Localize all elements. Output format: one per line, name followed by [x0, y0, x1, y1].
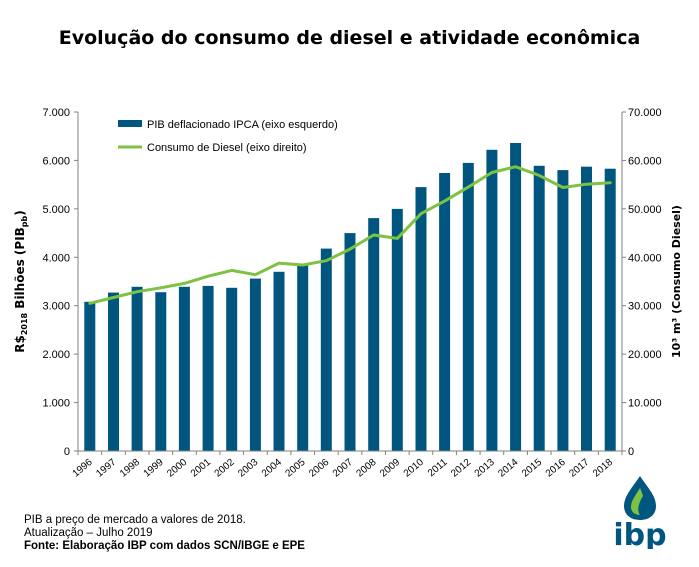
bar-2013 — [486, 149, 498, 452]
x-tick-label: 2011 — [426, 457, 450, 480]
bar-2012 — [462, 162, 474, 451]
right-tick-label: 10.000 — [628, 398, 662, 410]
left-tick-label: 3.000 — [42, 301, 70, 313]
line-series — [88, 165, 612, 305]
legend-swatch-pib — [118, 120, 142, 127]
footnote-price-basis: PIB a preço de mercado a valores de 2018… — [24, 514, 246, 526]
right-tick-label: 50.000 — [628, 204, 662, 216]
footnote-source: Fonte: Elaboração IBP com dados SCN/IBGE… — [24, 540, 305, 552]
bar-1998 — [131, 286, 143, 451]
right-tick-label: 0 — [628, 446, 634, 458]
x-tick-label: 2008 — [354, 457, 378, 480]
bar-2014 — [510, 143, 522, 451]
left-tick-label: 6.000 — [42, 155, 70, 167]
x-tick-label: 2010 — [402, 457, 426, 480]
bar-2018 — [604, 168, 616, 451]
x-tick-label: 1997 — [94, 457, 118, 480]
right-tick-label: 20.000 — [628, 349, 662, 361]
x-tick-label: 2001 — [189, 457, 213, 480]
left-tick-label: 2.000 — [42, 349, 70, 361]
diesel-line — [88, 165, 612, 305]
left-tick-label: 4.000 — [42, 252, 70, 264]
bar-2007 — [344, 233, 356, 451]
x-tick-label: 2014 — [496, 457, 520, 480]
bar-2008 — [368, 218, 380, 451]
right-tick-label: 70.000 — [628, 107, 662, 119]
bar-2005 — [297, 265, 309, 451]
x-tick-label: 2000 — [165, 457, 189, 480]
right-axis-title: 10³ m³ (Consumo Diesel) — [670, 205, 683, 358]
x-tick-label: 2016 — [544, 457, 568, 480]
left-tick-label: 7.000 — [42, 107, 70, 119]
bar-2004 — [273, 271, 285, 451]
footnote-update-date: Atualização – Julho 2019 — [24, 527, 153, 539]
legend-label-diesel: Consumo de Diesel (eixo direito) — [147, 142, 307, 154]
bar-2003 — [249, 278, 261, 451]
x-tick-label: 2007 — [331, 457, 355, 480]
right-tick-label: 40.000 — [628, 252, 662, 264]
bar-2000 — [178, 286, 190, 451]
right-tick-label: 30.000 — [628, 301, 662, 313]
bar-1996 — [84, 301, 96, 451]
bar-1999 — [155, 292, 167, 451]
left-tick-label: 5.000 — [42, 204, 70, 216]
x-tick-label: 2013 — [473, 457, 497, 480]
x-tick-label: 2003 — [236, 457, 260, 480]
bar-2017 — [581, 166, 592, 451]
left-axis-title: R$2018 Bilhões (PIBpb) — [13, 210, 29, 352]
x-tick-label: 2004 — [260, 457, 284, 480]
bar-2006 — [320, 248, 332, 451]
logo-drop-inner-icon — [631, 488, 643, 515]
x-tick-label: 2002 — [213, 457, 237, 480]
x-tick-label: 2017 — [567, 457, 591, 480]
right-tick-label: 60.000 — [628, 155, 662, 167]
x-tick-label: 1999 — [142, 457, 166, 480]
bar-2009 — [391, 208, 403, 451]
chart-title: Evolução do consumo de diesel e atividad… — [58, 27, 641, 49]
legend-label-pib: PIB deflacionado IPCA (eixo esquerdo) — [147, 119, 338, 131]
ibp-logo: ibp — [613, 476, 667, 549]
x-tick-label: 2009 — [378, 457, 402, 480]
bar-2016 — [557, 170, 569, 451]
x-tick-label: 2006 — [307, 457, 331, 480]
logo-text: ibp — [613, 518, 666, 549]
bar-series — [84, 143, 616, 452]
bar-1997 — [108, 292, 119, 451]
legend: PIB deflacionado IPCA (eixo esquerdo) Con… — [118, 119, 338, 154]
x-tick-label: 1998 — [118, 457, 142, 480]
x-tick-label: 2012 — [449, 457, 473, 480]
left-tick-label: 0 — [64, 446, 70, 458]
bar-2015 — [533, 165, 545, 452]
bar-2001 — [202, 285, 214, 451]
bar-2002 — [226, 287, 238, 451]
bar-2010 — [415, 187, 427, 451]
x-tick-label: 2005 — [284, 457, 308, 480]
x-tick-label: 2015 — [520, 457, 544, 480]
left-tick-label: 1.000 — [42, 398, 70, 410]
bar-2011 — [439, 173, 451, 451]
x-tick-label: 1996 — [71, 457, 95, 480]
